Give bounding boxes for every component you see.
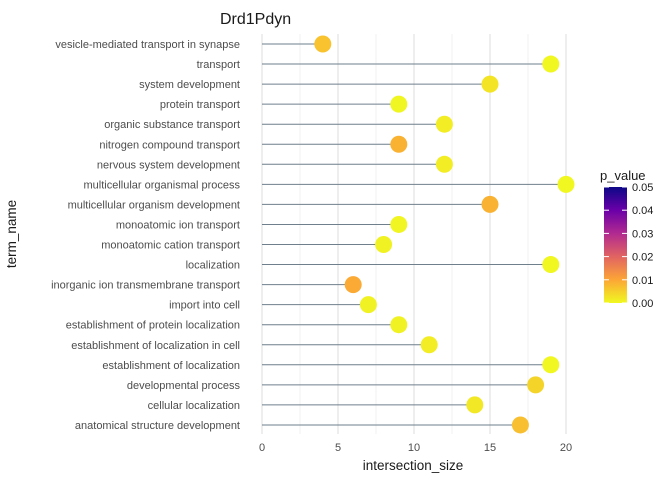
point-layer	[314, 35, 575, 434]
legend-colorbar	[604, 187, 627, 303]
y-tick-label: monoatomic cation transport	[101, 240, 240, 252]
y-tick-label: developmental process	[127, 380, 241, 392]
y-tick-label: inorganic ion transmembrane transport	[51, 280, 240, 292]
legend-title: p_value	[600, 168, 646, 183]
y-tick-label: multicellular organism development	[68, 199, 240, 211]
x-tick-label: 5	[335, 442, 341, 454]
y-tick-label: cellular localization	[148, 400, 240, 412]
lollipop-point	[344, 276, 362, 294]
legend-tick-label: 0.05	[632, 182, 653, 194]
legend-tick-label: 0.02	[632, 252, 653, 264]
y-tick-label: monoatomic ion transport	[116, 219, 240, 231]
lollipop-point	[557, 175, 575, 193]
lollipop-point	[435, 115, 453, 133]
y-tick-labels: vesicle-mediated transport in synapse tra…	[51, 39, 240, 432]
legend-tick-label: 0.01	[632, 275, 653, 287]
x-tick-label: 15	[484, 442, 496, 454]
y-tick-label: establishment of protein localization	[66, 320, 240, 332]
x-axis-title: intersection_size	[363, 458, 464, 473]
y-tick-label: anatomical structure development	[75, 420, 240, 432]
y-tick-label: nitrogen compound transport	[99, 139, 240, 151]
lollipop-point	[390, 215, 408, 233]
lollipop-point	[375, 236, 393, 253]
x-tick-label: 20	[560, 442, 572, 454]
lollipop-point	[481, 195, 499, 213]
lollipop-point	[314, 35, 332, 53]
lollipop-point	[390, 316, 408, 334]
legend-tick-label: 0.04	[632, 205, 653, 217]
y-tick-label: protein transport	[160, 99, 240, 111]
lollipop-point	[390, 95, 408, 113]
y-tick-label: vesicle-mediated transport in synapse	[55, 39, 240, 51]
x-tick-label: 10	[408, 442, 420, 454]
legend: p_value 0.05 0.04 0.03 0.02 0.01 0.00	[600, 168, 653, 310]
y-tick-label: import into cell	[169, 300, 240, 312]
lollipop-point	[542, 256, 560, 274]
legend-tick-label: 0.00	[632, 298, 653, 310]
y-tick-label: organic substance transport	[104, 119, 240, 131]
lollipop-point	[466, 396, 484, 414]
lollipop-point	[435, 155, 453, 173]
grid-layer	[261, 34, 567, 434]
x-tick-label: 0	[259, 442, 265, 454]
stem-layer	[262, 43, 566, 426]
lollipop-point	[511, 416, 529, 434]
y-tick-label: system development	[139, 79, 240, 91]
lollipop-point	[542, 55, 560, 73]
y-axis-title: term_name	[4, 200, 19, 268]
lollipop-point	[390, 135, 408, 153]
chart-title: Drd1Pdyn	[220, 11, 291, 28]
y-tick-label: nervous system development	[97, 159, 240, 171]
legend-tick-label: 0.03	[632, 228, 653, 240]
y-tick-label: transport	[197, 59, 240, 71]
lollipop-point	[420, 336, 438, 354]
y-tick-label: localization	[186, 260, 240, 272]
lollipop-point	[359, 296, 377, 314]
lollipop-point	[527, 376, 545, 394]
y-tick-label: multicellular organismal process	[83, 179, 240, 191]
legend-ticks: 0.05 0.04 0.03 0.02 0.01 0.00	[604, 182, 653, 310]
x-tick-labels: 0 5 10 15 20	[259, 442, 572, 454]
y-tick-label: establishment of localization in cell	[71, 340, 240, 352]
lollipop-point	[542, 356, 560, 374]
y-tick-label: establishment of localization	[102, 360, 240, 372]
lollipop-point	[481, 75, 499, 93]
